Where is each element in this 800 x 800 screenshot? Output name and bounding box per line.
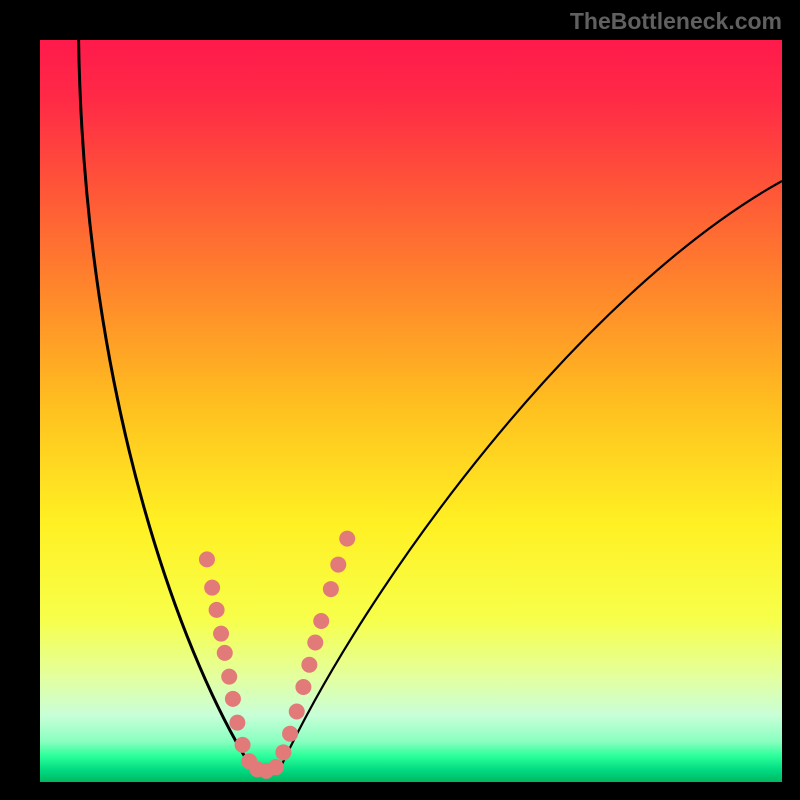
marker-point xyxy=(307,635,323,651)
marker-point xyxy=(339,531,355,547)
chart-svg xyxy=(0,0,800,800)
marker-point xyxy=(199,551,215,567)
marker-point xyxy=(301,657,317,673)
marker-point xyxy=(275,744,291,760)
marker-point xyxy=(282,726,298,742)
marker-point xyxy=(221,669,237,685)
marker-point xyxy=(323,581,339,597)
chart-container: TheBottleneck.com xyxy=(0,0,800,800)
watermark-text: TheBottleneck.com xyxy=(570,8,782,35)
plot-background xyxy=(40,40,782,782)
marker-point xyxy=(295,679,311,695)
marker-point xyxy=(289,704,305,720)
marker-point xyxy=(209,602,225,618)
marker-point xyxy=(229,715,245,731)
marker-point xyxy=(268,759,284,775)
marker-point xyxy=(217,645,233,661)
marker-point xyxy=(204,580,220,596)
marker-point xyxy=(225,691,241,707)
marker-point xyxy=(213,626,229,642)
marker-point xyxy=(235,737,251,753)
marker-point xyxy=(313,613,329,629)
marker-point xyxy=(330,557,346,573)
